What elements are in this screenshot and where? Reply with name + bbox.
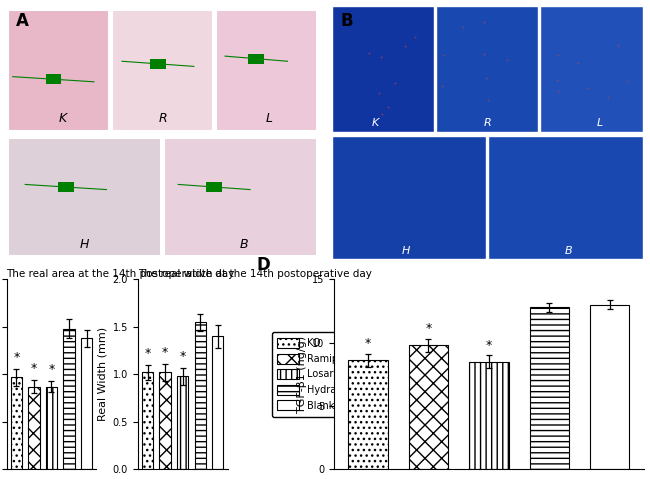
Text: *: * <box>13 351 20 364</box>
Text: R: R <box>484 118 491 128</box>
Bar <box>248 54 264 64</box>
Bar <box>8 138 161 256</box>
Bar <box>469 362 508 469</box>
Text: *: * <box>31 362 37 376</box>
Bar <box>63 329 75 469</box>
Bar <box>332 136 486 259</box>
Bar <box>409 345 448 469</box>
Text: *: * <box>48 363 55 376</box>
Text: K: K <box>58 113 67 125</box>
Bar <box>540 6 643 132</box>
Bar <box>8 10 109 131</box>
Bar <box>177 376 188 469</box>
Bar <box>436 6 538 132</box>
Legend: KO, Ramipril, Losartan, Hydralazine, Blank: KO, Ramipril, Losartan, Hydralazine, Bla… <box>272 332 370 417</box>
Text: A: A <box>16 12 29 31</box>
Bar <box>488 136 643 259</box>
Text: B: B <box>565 246 573 256</box>
Text: L: L <box>597 118 603 128</box>
Bar <box>46 74 61 84</box>
Text: *: * <box>425 322 432 335</box>
Text: L: L <box>265 113 272 125</box>
Bar <box>46 387 57 469</box>
Bar <box>530 307 569 469</box>
Text: K: K <box>371 118 378 128</box>
Bar <box>332 6 434 132</box>
Bar <box>212 336 224 469</box>
Text: R: R <box>159 113 167 125</box>
Bar <box>150 59 166 69</box>
Text: *: * <box>179 350 186 363</box>
Text: B: B <box>341 12 353 31</box>
Text: *: * <box>365 337 371 350</box>
Bar <box>348 360 387 469</box>
Bar <box>112 10 213 131</box>
Bar <box>164 138 317 256</box>
Text: The real area at the 14th postoperative day: The real area at the 14th postoperative … <box>6 269 235 278</box>
Text: D: D <box>257 256 270 274</box>
Text: *: * <box>162 346 168 359</box>
Bar <box>58 182 73 192</box>
Bar <box>10 377 22 469</box>
Text: The real width at the 14th postoperative day: The real width at the 14th postoperative… <box>138 269 372 278</box>
Text: *: * <box>486 339 492 352</box>
Y-axis label: TGF-β1 (ng/g): TGF-β1 (ng/g) <box>296 336 307 413</box>
Text: H: H <box>402 246 410 256</box>
Text: H: H <box>80 238 89 251</box>
Bar <box>206 182 222 192</box>
Bar <box>28 387 40 469</box>
Bar <box>194 322 206 469</box>
Bar <box>216 10 317 131</box>
Bar <box>590 305 629 469</box>
Text: *: * <box>144 347 151 360</box>
Bar <box>142 373 153 469</box>
Text: B: B <box>239 238 248 251</box>
Bar <box>159 373 171 469</box>
Y-axis label: Real Width (mm): Real Width (mm) <box>97 327 107 422</box>
Bar <box>81 338 92 469</box>
